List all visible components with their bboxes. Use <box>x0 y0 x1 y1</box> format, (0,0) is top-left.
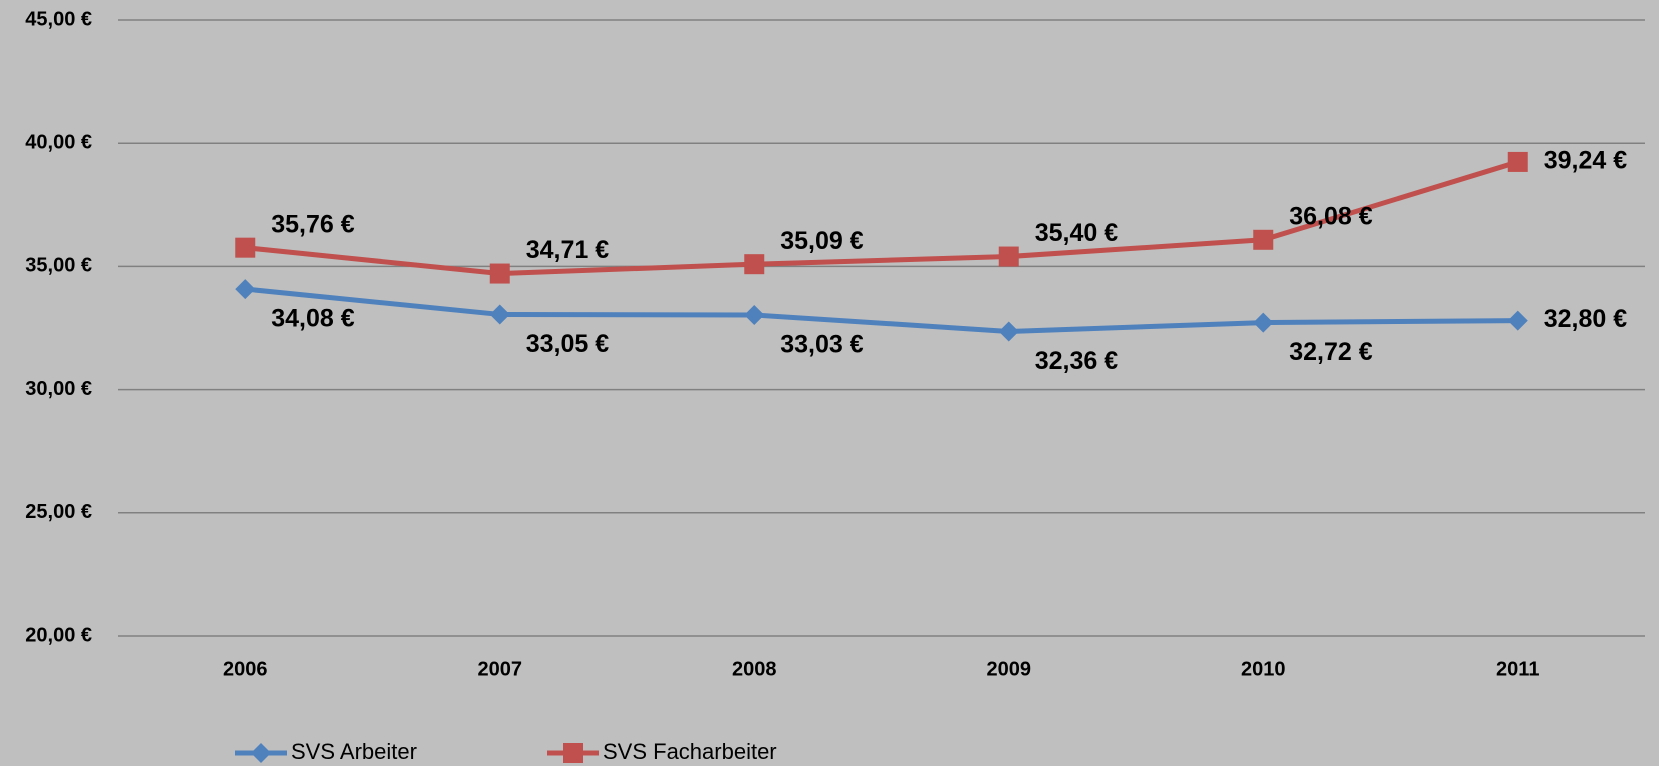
marker <box>489 263 510 284</box>
y-tick-label: 25,00 € <box>25 501 92 523</box>
data-label: 35,09 € <box>780 227 864 255</box>
marker <box>1507 310 1528 331</box>
marker <box>1253 229 1274 250</box>
series-line <box>244 159 1519 277</box>
y-tick-label: 35,00 € <box>25 255 92 277</box>
legend-marker <box>563 743 583 763</box>
x-tick-label: 2006 <box>223 658 268 680</box>
data-label: 33,03 € <box>780 331 864 359</box>
data-label: 35,40 € <box>1035 219 1119 247</box>
data-label: 32,80 € <box>1544 305 1628 333</box>
marker <box>1507 151 1528 172</box>
marker <box>1253 312 1274 333</box>
data-label: 32,72 € <box>1289 338 1373 366</box>
data-label: 36,08 € <box>1289 202 1373 230</box>
legend-marker <box>251 743 271 763</box>
y-tick-label: 40,00 € <box>25 131 92 153</box>
data-label: 34,08 € <box>271 305 355 333</box>
marker <box>744 254 765 275</box>
x-tick-label: 2007 <box>478 658 523 680</box>
data-label: 34,71 € <box>526 236 610 264</box>
x-tick-label: 2009 <box>987 658 1032 680</box>
marker <box>744 304 765 325</box>
y-tick-label: 20,00 € <box>25 624 92 646</box>
marker <box>235 279 256 300</box>
x-tick-label: 2011 <box>1496 658 1539 680</box>
x-tick-label: 2010 <box>1241 658 1286 680</box>
series-line <box>245 286 1518 334</box>
data-label: 33,05 € <box>526 330 610 358</box>
y-tick-label: 30,00 € <box>25 378 92 400</box>
marker <box>998 321 1019 342</box>
x-tick-label: 2008 <box>732 658 777 680</box>
marker <box>235 237 256 258</box>
data-label: 39,24 € <box>1544 147 1628 175</box>
legend-label: SVS Facharbeiter <box>603 739 777 764</box>
legend-label: SVS Arbeiter <box>291 739 417 764</box>
marker <box>998 246 1019 267</box>
marker <box>489 304 510 325</box>
data-label: 32,36 € <box>1035 347 1119 375</box>
data-label: 35,76 € <box>271 210 355 238</box>
y-tick-label: 45,00 € <box>25 8 92 30</box>
